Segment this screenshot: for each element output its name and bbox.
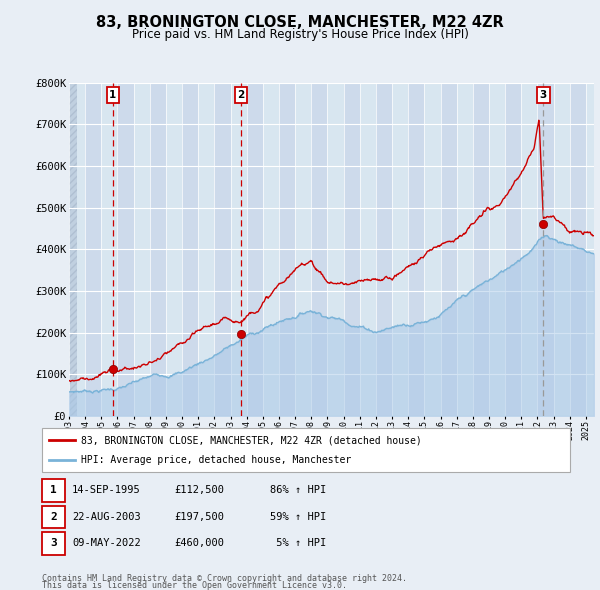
Bar [586, 83, 600, 416]
Text: 09-MAY-2022: 09-MAY-2022 [72, 539, 141, 548]
Bar [118, 83, 134, 416]
Bar [101, 83, 118, 416]
Bar [166, 83, 182, 416]
Bar [198, 83, 214, 416]
Text: 14-SEP-1995: 14-SEP-1995 [72, 486, 141, 495]
Bar [182, 83, 198, 416]
Bar [392, 83, 408, 416]
Bar [134, 83, 150, 416]
Text: 5% ↑ HPI: 5% ↑ HPI [270, 539, 326, 548]
Bar [328, 83, 344, 416]
Bar [408, 83, 424, 416]
Text: This data is licensed under the Open Government Licence v3.0.: This data is licensed under the Open Gov… [42, 581, 347, 590]
Bar [360, 83, 376, 416]
Text: £112,500: £112,500 [174, 486, 224, 495]
Text: 86% ↑ HPI: 86% ↑ HPI [270, 486, 326, 495]
Text: 1: 1 [50, 486, 57, 495]
Bar [85, 83, 101, 416]
Text: 83, BRONINGTON CLOSE, MANCHESTER, M22 4ZR (detached house): 83, BRONINGTON CLOSE, MANCHESTER, M22 4Z… [81, 435, 422, 445]
Text: 2: 2 [237, 90, 245, 100]
Bar [521, 83, 538, 416]
Bar [473, 83, 489, 416]
Text: 3: 3 [539, 90, 547, 100]
Text: Contains HM Land Registry data © Crown copyright and database right 2024.: Contains HM Land Registry data © Crown c… [42, 574, 407, 583]
Bar [489, 83, 505, 416]
Bar [311, 83, 328, 416]
Bar [376, 83, 392, 416]
Text: 83, BRONINGTON CLOSE, MANCHESTER, M22 4ZR: 83, BRONINGTON CLOSE, MANCHESTER, M22 4Z… [96, 15, 504, 30]
Bar [457, 83, 473, 416]
Bar [424, 83, 440, 416]
Text: 59% ↑ HPI: 59% ↑ HPI [270, 512, 326, 522]
Bar [538, 83, 554, 416]
Bar [344, 83, 360, 416]
Bar [150, 83, 166, 416]
Bar [214, 83, 230, 416]
Bar [570, 83, 586, 416]
Bar [440, 83, 457, 416]
Text: £460,000: £460,000 [174, 539, 224, 548]
Text: £197,500: £197,500 [174, 512, 224, 522]
Text: 1: 1 [109, 90, 116, 100]
Bar [554, 83, 570, 416]
Text: 22-AUG-2003: 22-AUG-2003 [72, 512, 141, 522]
Bar [69, 83, 77, 416]
Bar [69, 83, 85, 416]
Bar [230, 83, 247, 416]
Bar [263, 83, 279, 416]
Text: HPI: Average price, detached house, Manchester: HPI: Average price, detached house, Manc… [81, 455, 351, 464]
Bar [247, 83, 263, 416]
Text: 2: 2 [50, 512, 57, 522]
Bar [295, 83, 311, 416]
Bar [279, 83, 295, 416]
Bar [505, 83, 521, 416]
Text: Price paid vs. HM Land Registry's House Price Index (HPI): Price paid vs. HM Land Registry's House … [131, 28, 469, 41]
Text: 3: 3 [50, 539, 57, 548]
